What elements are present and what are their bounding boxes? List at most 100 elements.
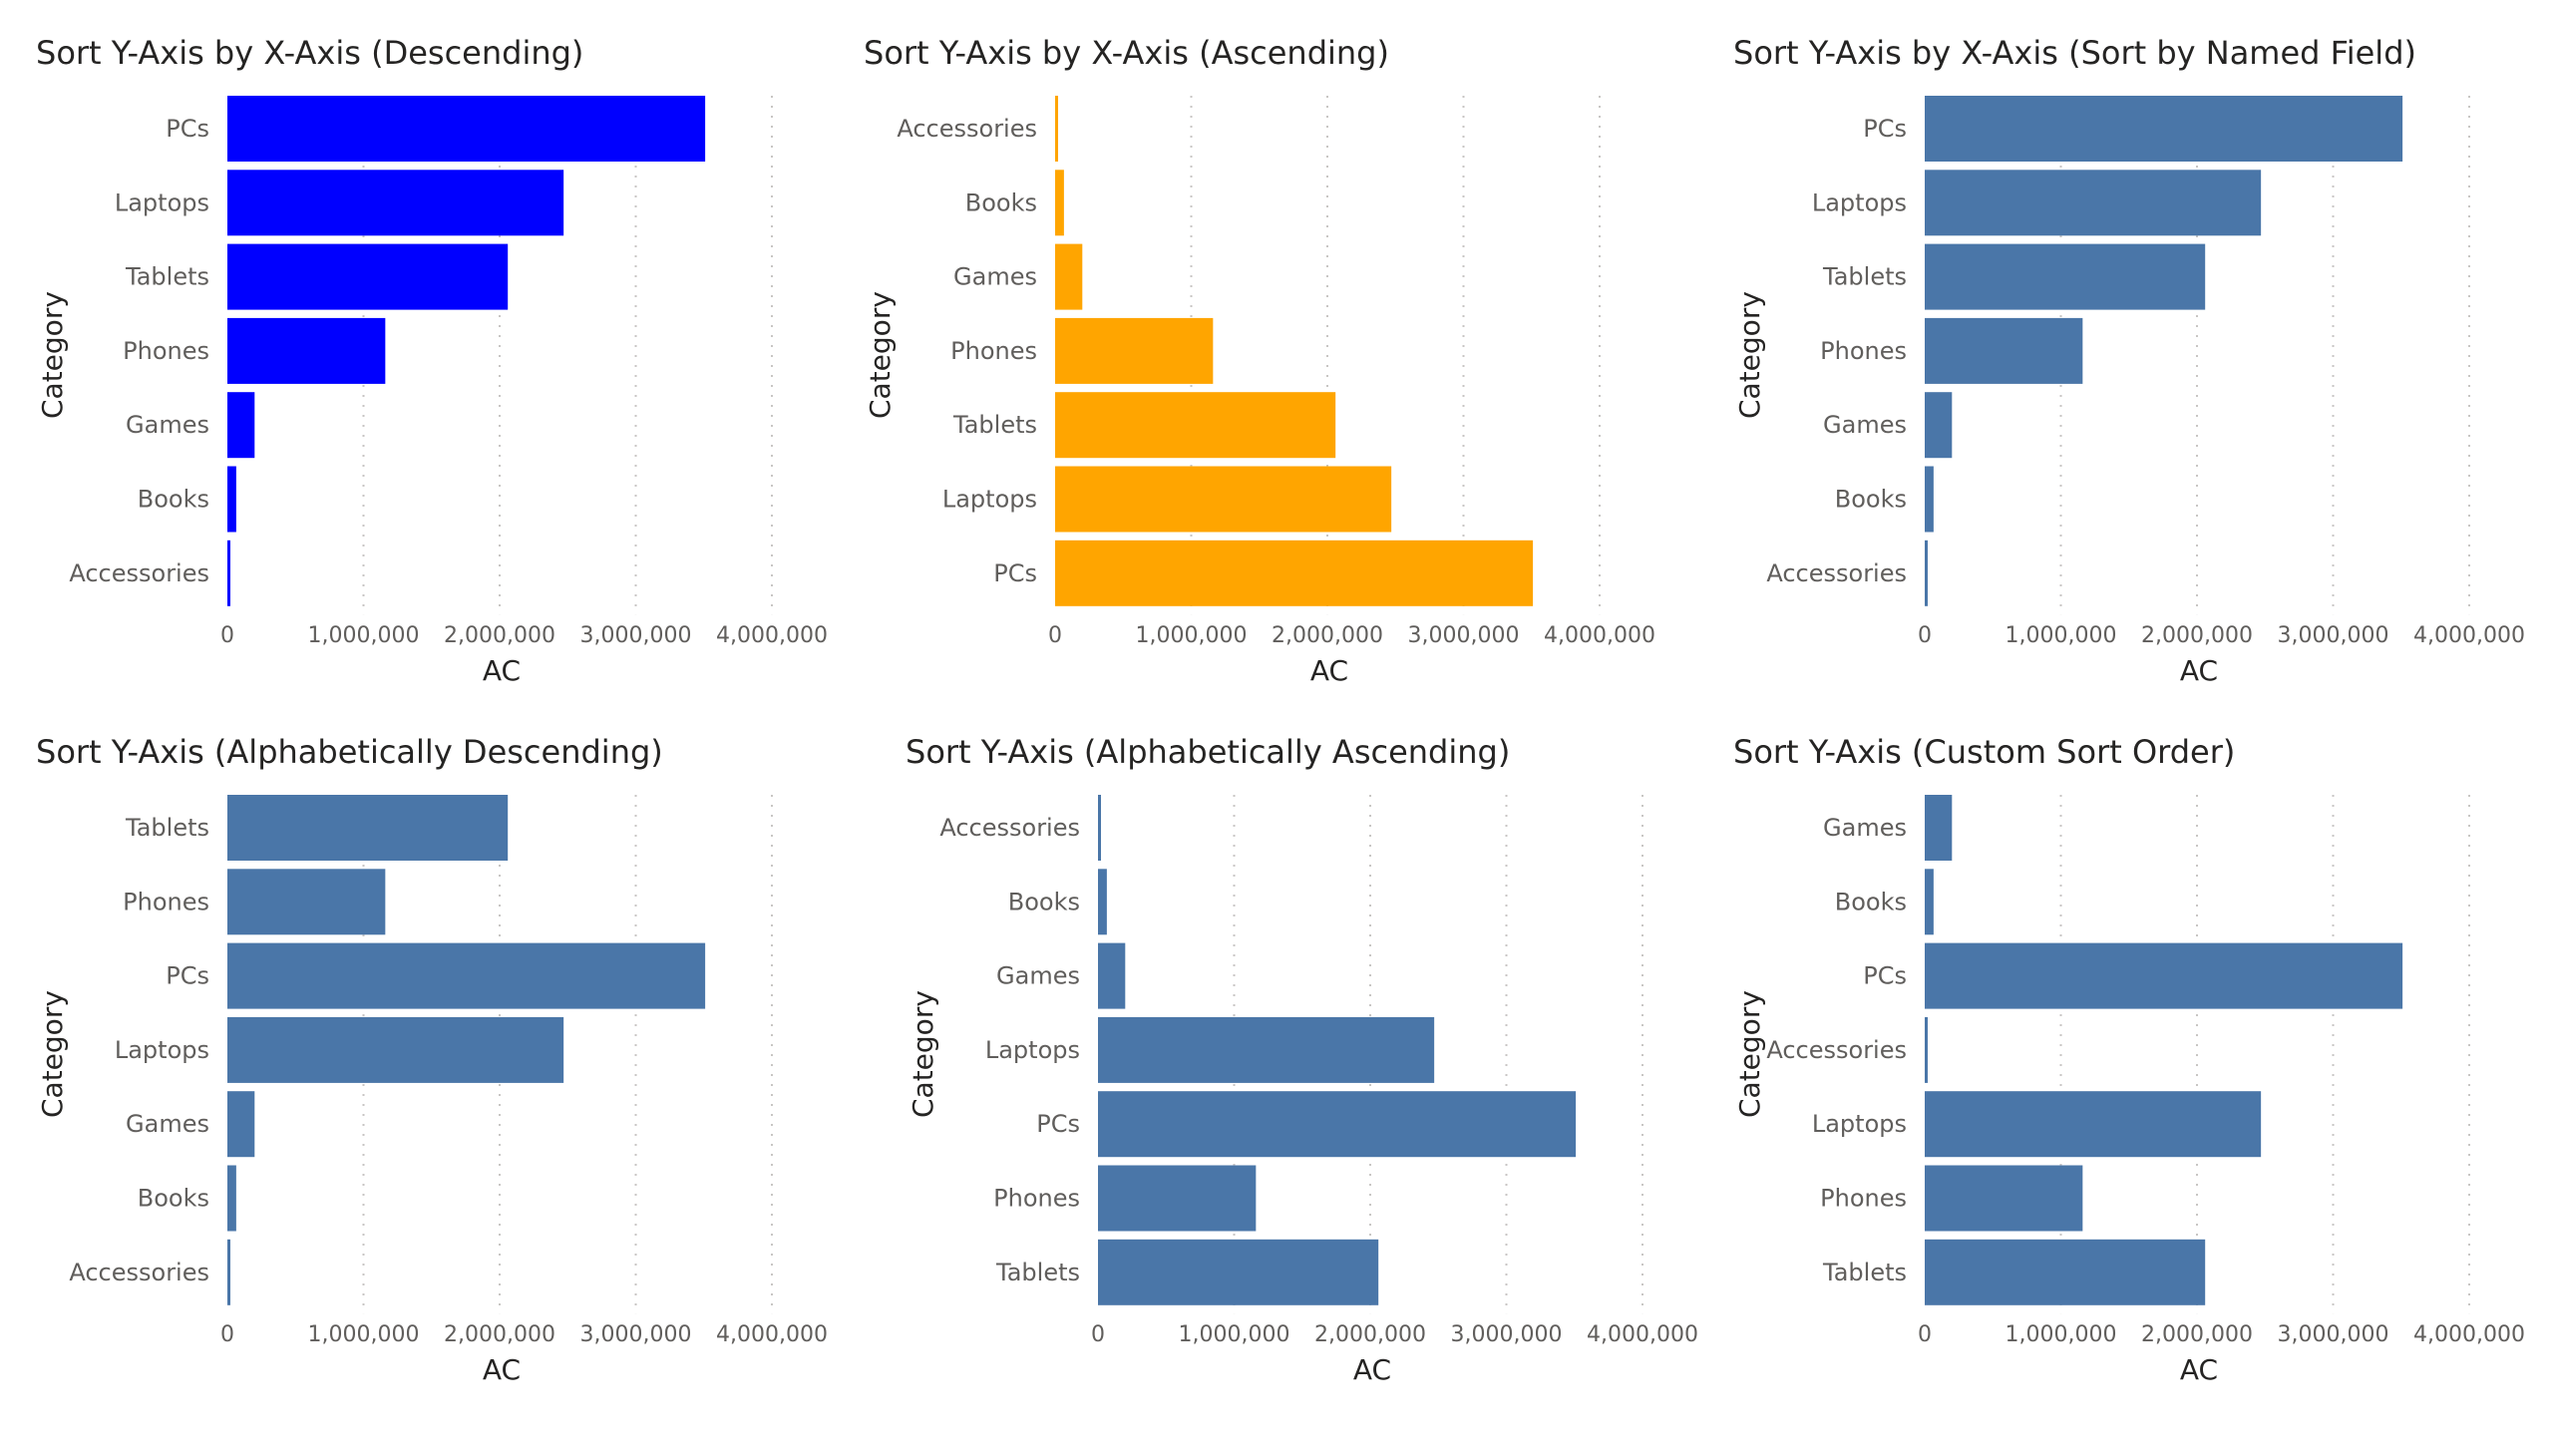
tick-label: 0 (1048, 623, 1062, 648)
category-label: Books (1835, 486, 1907, 514)
category-label: Tablets (125, 814, 209, 842)
tick-label: 2,000,000 (1314, 1322, 1426, 1347)
category-label: PCs (166, 962, 209, 990)
category-label: Tablets (1822, 1259, 1907, 1286)
bar (1055, 170, 1064, 236)
category-label: Accessories (69, 1259, 209, 1286)
bar (227, 392, 255, 459)
bar (1925, 317, 2083, 384)
bar (1098, 942, 1126, 1009)
category-label: Games (1823, 411, 1907, 439)
category-label: Accessories (1766, 559, 1907, 587)
category-label: PCs (166, 115, 209, 143)
bar (1055, 540, 1534, 606)
bar (1925, 170, 2262, 236)
category-label: Phones (123, 337, 209, 365)
category-label: Laptops (115, 1036, 209, 1064)
category-label: Books (138, 1185, 209, 1213)
category-label: PCs (1863, 962, 1907, 990)
bar (1925, 795, 1953, 861)
bar (1098, 1165, 1257, 1232)
category-label: Games (996, 962, 1080, 990)
bar (227, 96, 706, 162)
category-label: Games (126, 1110, 209, 1138)
tick-label: 3,000,000 (580, 1322, 692, 1347)
bar (1925, 1165, 2083, 1232)
tick-label: 1,000,000 (308, 1322, 420, 1347)
category-label: Laptops (1812, 1110, 1907, 1138)
category-label: Games (953, 263, 1037, 291)
y-axis-title: Category (1733, 291, 1766, 419)
tick-label: 1,000,000 (1179, 1322, 1290, 1347)
tick-label: 2,000,000 (2141, 623, 2253, 648)
bar (1925, 243, 2206, 310)
category-label: Laptops (1812, 188, 1907, 216)
bar (227, 540, 230, 606)
x-axis-title: AC (2180, 654, 2218, 687)
bar (1925, 1239, 2206, 1305)
category-label: PCs (993, 559, 1037, 587)
tick-label: 0 (220, 623, 234, 648)
category-label: Phones (950, 337, 1037, 365)
bar (227, 1165, 236, 1232)
category-label: Books (965, 188, 1037, 216)
tick-label: 3,000,000 (1451, 1322, 1563, 1347)
bar (227, 317, 386, 384)
category-label: PCs (1036, 1110, 1080, 1138)
x-axis-title: AC (2180, 1353, 2218, 1386)
category-label: Phones (993, 1185, 1080, 1213)
tick-label: 4,000,000 (716, 1322, 828, 1347)
bar (1098, 795, 1101, 861)
bar (227, 1016, 564, 1083)
tick-label: 2,000,000 (444, 1322, 555, 1347)
tick-label: 3,000,000 (2278, 623, 2389, 648)
tick-label: 4,000,000 (2413, 1322, 2525, 1347)
category-label: Phones (123, 888, 209, 915)
tick-label: 0 (1091, 1322, 1105, 1347)
bar (1925, 466, 1934, 533)
bar (1925, 1016, 1928, 1083)
category-label: Accessories (897, 115, 1037, 143)
bar (1055, 243, 1083, 310)
category-label: Games (1823, 814, 1907, 842)
bar (1925, 540, 1928, 606)
bar (1925, 96, 2403, 162)
bar (1098, 869, 1107, 935)
tick-label: 2,000,000 (1272, 623, 1383, 648)
category-label: Phones (1820, 337, 1907, 365)
tick-label: 4,000,000 (1587, 1322, 1698, 1347)
tick-label: 0 (1918, 1322, 1932, 1347)
chart-title: Sort Y-Axis by X-Axis (Sort by Named Fie… (1733, 34, 2416, 72)
tick-label: 2,000,000 (2141, 1322, 2253, 1347)
chart-title: Sort Y-Axis by X-Axis (Ascending) (864, 34, 1389, 72)
x-axis-title: AC (483, 654, 521, 687)
tick-label: 2,000,000 (444, 623, 555, 648)
category-label: Games (126, 411, 209, 439)
bar (1098, 1016, 1435, 1083)
category-label: Tablets (952, 411, 1037, 439)
tick-label: 0 (1918, 623, 1932, 648)
bar (227, 243, 509, 310)
bar (1055, 392, 1336, 459)
bar (1098, 1091, 1577, 1158)
chart-title: Sort Y-Axis by X-Axis (Descending) (36, 34, 584, 72)
chart-title: Sort Y-Axis (Alphabetically Ascending) (906, 733, 1511, 771)
category-label: Tablets (1822, 263, 1907, 291)
bar (227, 170, 564, 236)
tick-label: 1,000,000 (308, 623, 420, 648)
y-axis-title: Category (1733, 990, 1766, 1118)
tick-label: 0 (220, 1322, 234, 1347)
bar (227, 466, 236, 533)
tick-label: 3,000,000 (580, 623, 692, 648)
bar (227, 942, 706, 1009)
bar (1098, 1239, 1379, 1305)
tick-label: 3,000,000 (2278, 1322, 2389, 1347)
bar (1925, 1091, 2262, 1158)
bar (227, 795, 509, 861)
category-label: Accessories (939, 814, 1080, 842)
tick-label: 1,000,000 (2006, 1322, 2117, 1347)
